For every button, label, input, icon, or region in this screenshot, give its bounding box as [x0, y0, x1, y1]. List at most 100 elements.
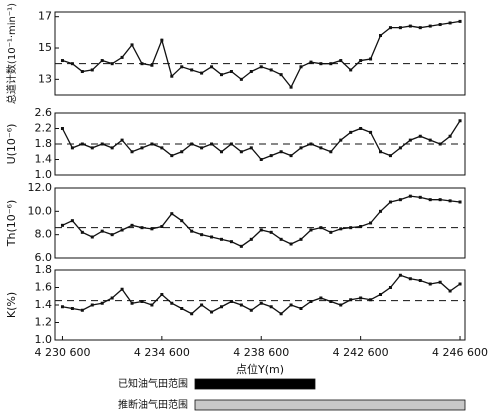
data-point — [269, 305, 273, 309]
legend-label: 推断油气田范围 — [118, 398, 188, 411]
data-point — [150, 227, 154, 231]
data-point — [379, 150, 383, 154]
data-point — [120, 138, 124, 142]
data-line — [62, 195, 461, 248]
x-tick-label: 4 238 600 — [233, 346, 289, 359]
data-point — [349, 298, 353, 302]
data-point — [259, 158, 263, 161]
data-point — [339, 227, 343, 231]
data-point — [448, 199, 452, 203]
y-tick-label: 1.0 — [35, 333, 53, 346]
x-axis-label: 点位Y(m) — [236, 362, 284, 376]
data-point — [150, 63, 154, 67]
y-tick-label: 1.0 — [35, 168, 53, 181]
legend-swatch — [194, 399, 466, 411]
data-point — [339, 138, 343, 142]
data-point — [120, 287, 124, 291]
y-tick-label: 1.8 — [35, 137, 53, 150]
data-point — [80, 308, 84, 312]
data-point — [388, 154, 392, 158]
data-point — [319, 296, 323, 300]
data-point — [418, 195, 422, 199]
data-point — [259, 301, 263, 305]
data-point — [120, 55, 124, 59]
y-axis-label: Th(10⁻⁶) — [5, 200, 18, 248]
data-point — [249, 237, 253, 241]
data-point — [110, 233, 114, 237]
data-point — [110, 146, 114, 150]
data-point — [269, 154, 273, 158]
data-point — [458, 282, 462, 286]
plot-frame — [54, 269, 466, 341]
data-point — [349, 68, 353, 72]
plot-frame — [54, 187, 466, 259]
data-point — [269, 68, 273, 72]
data-point — [289, 154, 293, 158]
data-point — [309, 228, 313, 232]
x-tick-label: 4 242 600 — [333, 346, 389, 359]
data-point — [319, 146, 323, 150]
data-point — [229, 300, 233, 303]
data-point — [180, 307, 184, 310]
legend-swatch — [194, 378, 316, 390]
legend-label: 已知油气田范围 — [118, 377, 188, 390]
data-point — [329, 150, 333, 154]
data-point — [319, 62, 323, 66]
data-point — [70, 219, 74, 223]
data-point — [80, 230, 84, 234]
data-point — [269, 230, 273, 234]
data-point — [229, 240, 233, 244]
data-point — [339, 303, 343, 307]
data-point — [210, 65, 214, 69]
data-point — [329, 230, 333, 234]
data-point — [170, 301, 174, 305]
data-point — [170, 74, 174, 78]
data-point — [309, 300, 313, 303]
data-point — [438, 280, 442, 284]
data-point — [359, 225, 363, 228]
data-point — [180, 150, 184, 154]
y-tick-label: 6.0 — [35, 251, 53, 264]
data-point — [339, 59, 343, 63]
data-point — [140, 62, 144, 66]
data-point — [259, 65, 263, 69]
data-point — [140, 146, 144, 150]
data-point — [190, 312, 194, 316]
y-tick-label: 13 — [38, 72, 52, 85]
data-point — [448, 289, 452, 293]
data-point — [160, 225, 164, 228]
data-point — [190, 68, 194, 72]
data-point — [239, 150, 243, 154]
data-point — [369, 221, 373, 225]
data-point — [329, 62, 333, 66]
data-point — [200, 303, 204, 307]
data-point — [438, 23, 442, 27]
data-point — [150, 303, 154, 307]
data-point — [428, 282, 432, 286]
y-tick-label: 8.0 — [35, 228, 53, 241]
data-point — [448, 21, 452, 25]
data-point — [398, 146, 402, 150]
data-point — [70, 146, 74, 150]
data-point — [60, 59, 64, 63]
data-point — [418, 134, 422, 138]
data-point — [80, 70, 84, 74]
x-tick-label: 4 234 600 — [134, 346, 190, 359]
data-point — [319, 226, 323, 230]
data-point — [70, 307, 74, 310]
y-tick-label: 15 — [38, 41, 52, 54]
data-point — [130, 223, 134, 227]
data-point — [239, 303, 243, 307]
data-point — [70, 62, 74, 66]
data-point — [369, 130, 373, 134]
data-point — [160, 293, 164, 296]
y-tick-label: 12.0 — [28, 181, 53, 194]
data-point — [219, 305, 223, 309]
data-point — [359, 296, 363, 300]
y-tick-label: 1.4 — [35, 298, 53, 311]
data-point — [110, 62, 114, 66]
data-point — [229, 70, 233, 74]
data-point — [90, 68, 94, 72]
data-point — [210, 142, 214, 146]
data-point — [359, 59, 363, 63]
